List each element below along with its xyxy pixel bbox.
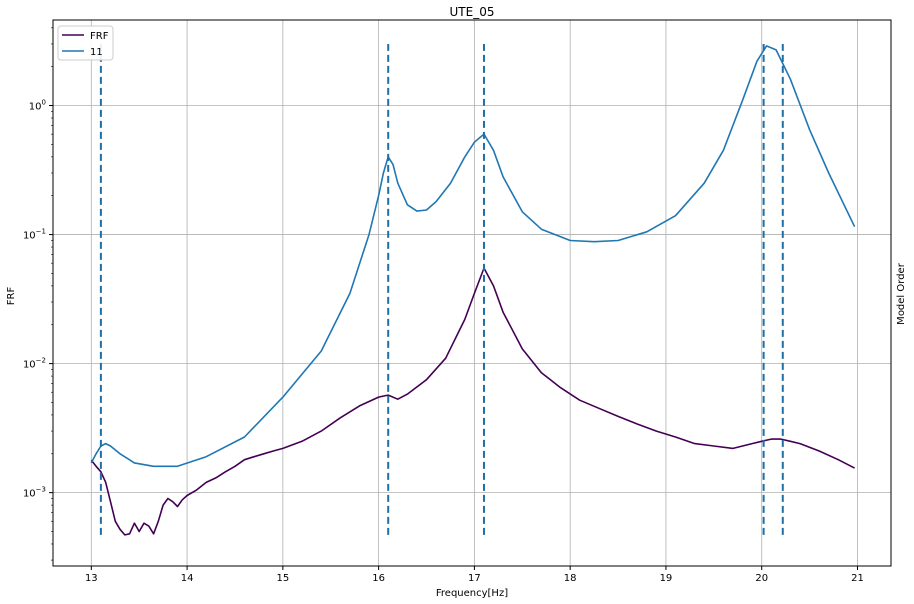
y-tick-label: 10−1	[23, 228, 46, 242]
x-tick-label: 13	[85, 573, 98, 584]
chart-title: UTE_05	[450, 5, 495, 19]
y-tick-base: 10	[29, 102, 42, 113]
x-axis-label: Frequency[Hz]	[436, 588, 508, 599]
legend: FRF 11	[57, 25, 114, 61]
x-tick-label: 15	[276, 573, 289, 584]
x-tick-label: 17	[468, 573, 481, 584]
y-axis-label: FRF	[6, 287, 17, 306]
y-tick-base: 10	[23, 489, 36, 500]
stable-pole-lines	[99, 43, 784, 535]
plot-frame	[52, 19, 892, 567]
series-layer	[90, 45, 856, 536]
x-tick-label: 14	[181, 573, 194, 584]
series-line-frf	[90, 267, 855, 536]
y2-axis-label: Model Order	[896, 262, 907, 325]
y-tick-exponent: −1	[36, 228, 46, 236]
y-tick-base: 10	[23, 231, 36, 242]
y-tick-label: 10−3	[23, 486, 46, 500]
x-tick-label: 18	[564, 573, 577, 584]
y-tick-label: 100	[29, 99, 46, 113]
y-tick-label: 10−2	[23, 357, 46, 371]
x-tick-label: 21	[851, 573, 864, 584]
legend-label-model: 11	[90, 47, 103, 58]
y-tick-exponent: −3	[36, 486, 46, 494]
x-tick-label: 16	[372, 573, 385, 584]
y-tick-base: 10	[23, 360, 36, 371]
y-tick-exponent: −2	[36, 357, 46, 365]
series-line-model	[90, 45, 856, 468]
y-tick-exponent: 0	[42, 99, 46, 107]
x-tick-label: 19	[660, 573, 673, 584]
legend-label-frf: FRF	[90, 31, 109, 42]
x-tick-label: 20	[755, 573, 768, 584]
x-axis-ticks: 13 14 15 16 17 18 19 20 21	[85, 566, 864, 584]
